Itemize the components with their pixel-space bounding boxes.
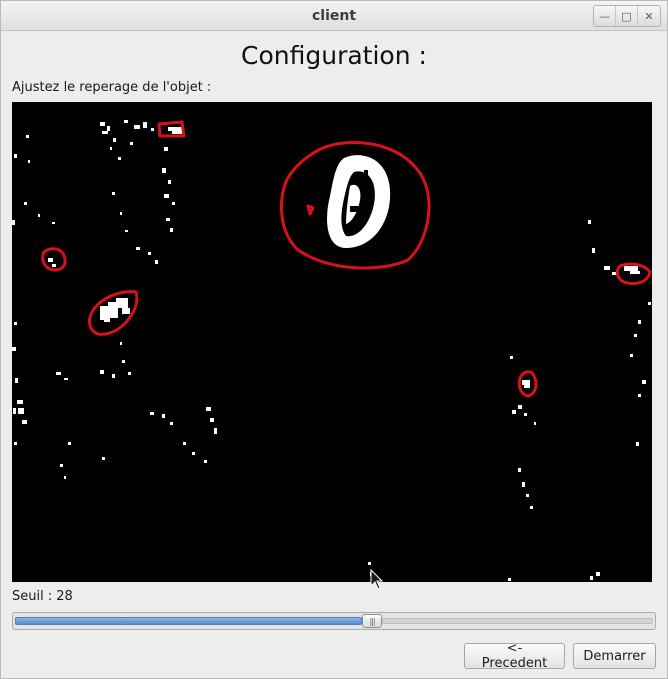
slider-grip-icon[interactable]: |||	[362, 614, 382, 628]
threshold-slider[interactable]: |||	[12, 612, 656, 630]
minimize-icon[interactable]: —	[594, 6, 616, 26]
threshold-label: Seuil : 28	[12, 589, 73, 604]
threshold-value: 28	[56, 589, 73, 604]
start-button[interactable]: Demarrer	[573, 643, 656, 669]
window-title: client	[311, 8, 357, 24]
mouse-cursor-icon	[370, 569, 384, 590]
title-bar[interactable]: client — □ ✕	[1, 1, 667, 31]
slider-track[interactable]	[382, 618, 653, 624]
window-controls: — □ ✕	[593, 5, 661, 27]
instruction-label: Ajustez le reperage de l'objet :	[12, 80, 212, 95]
threshold-label-text: Seuil :	[12, 589, 53, 604]
maximize-icon[interactable]: □	[616, 6, 638, 26]
close-icon[interactable]: ✕	[644, 9, 654, 23]
camera-preview	[12, 102, 652, 582]
detected-main-object	[327, 155, 391, 248]
previous-button[interactable]: <- Precedent	[464, 641, 565, 671]
page-title: Configuration :	[241, 41, 427, 70]
slider-fill	[15, 617, 362, 625]
detection-outlines	[41, 120, 652, 398]
detected-noise-pixels	[12, 120, 651, 581]
